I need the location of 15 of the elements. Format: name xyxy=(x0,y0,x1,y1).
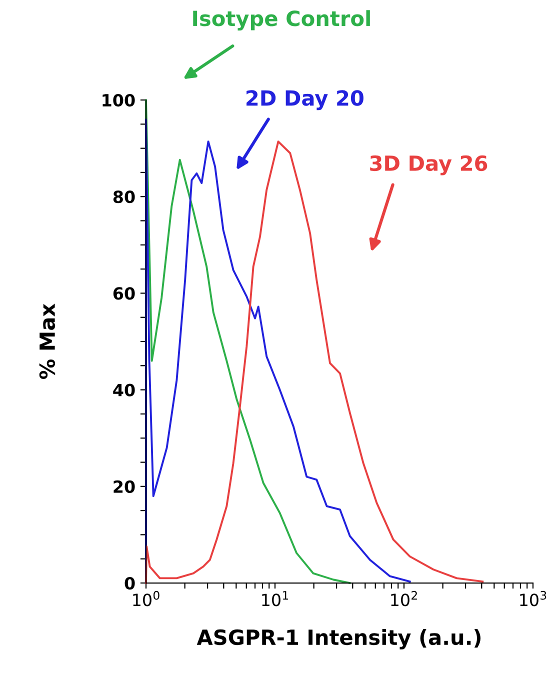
x-tick-label: 10$^{1}$ xyxy=(262,591,288,606)
x-tick-label: 10$^{2}$ xyxy=(391,590,417,606)
y-tick-label: 0 xyxy=(124,576,135,590)
y-tick-label: 20 xyxy=(114,480,135,493)
y-tick-label: 40 xyxy=(113,384,135,396)
y-tick-label: 100 xyxy=(102,94,135,107)
y-axis-title: % Max xyxy=(39,304,56,380)
y-tick-label: 60 xyxy=(113,287,135,300)
text: Isotype Control xyxy=(193,10,370,30)
y-tick-label: 80 xyxy=(113,190,135,204)
x-tick-label: 10$^{3}$ xyxy=(520,590,546,606)
x-tick-label: 10$^{0}$ xyxy=(133,590,160,606)
x-axis-title: ASGPR-1 Intensity (a.u.) xyxy=(196,629,480,650)
text: 3D Day 26 xyxy=(370,155,488,176)
text: 2D Day 20 xyxy=(246,90,364,110)
